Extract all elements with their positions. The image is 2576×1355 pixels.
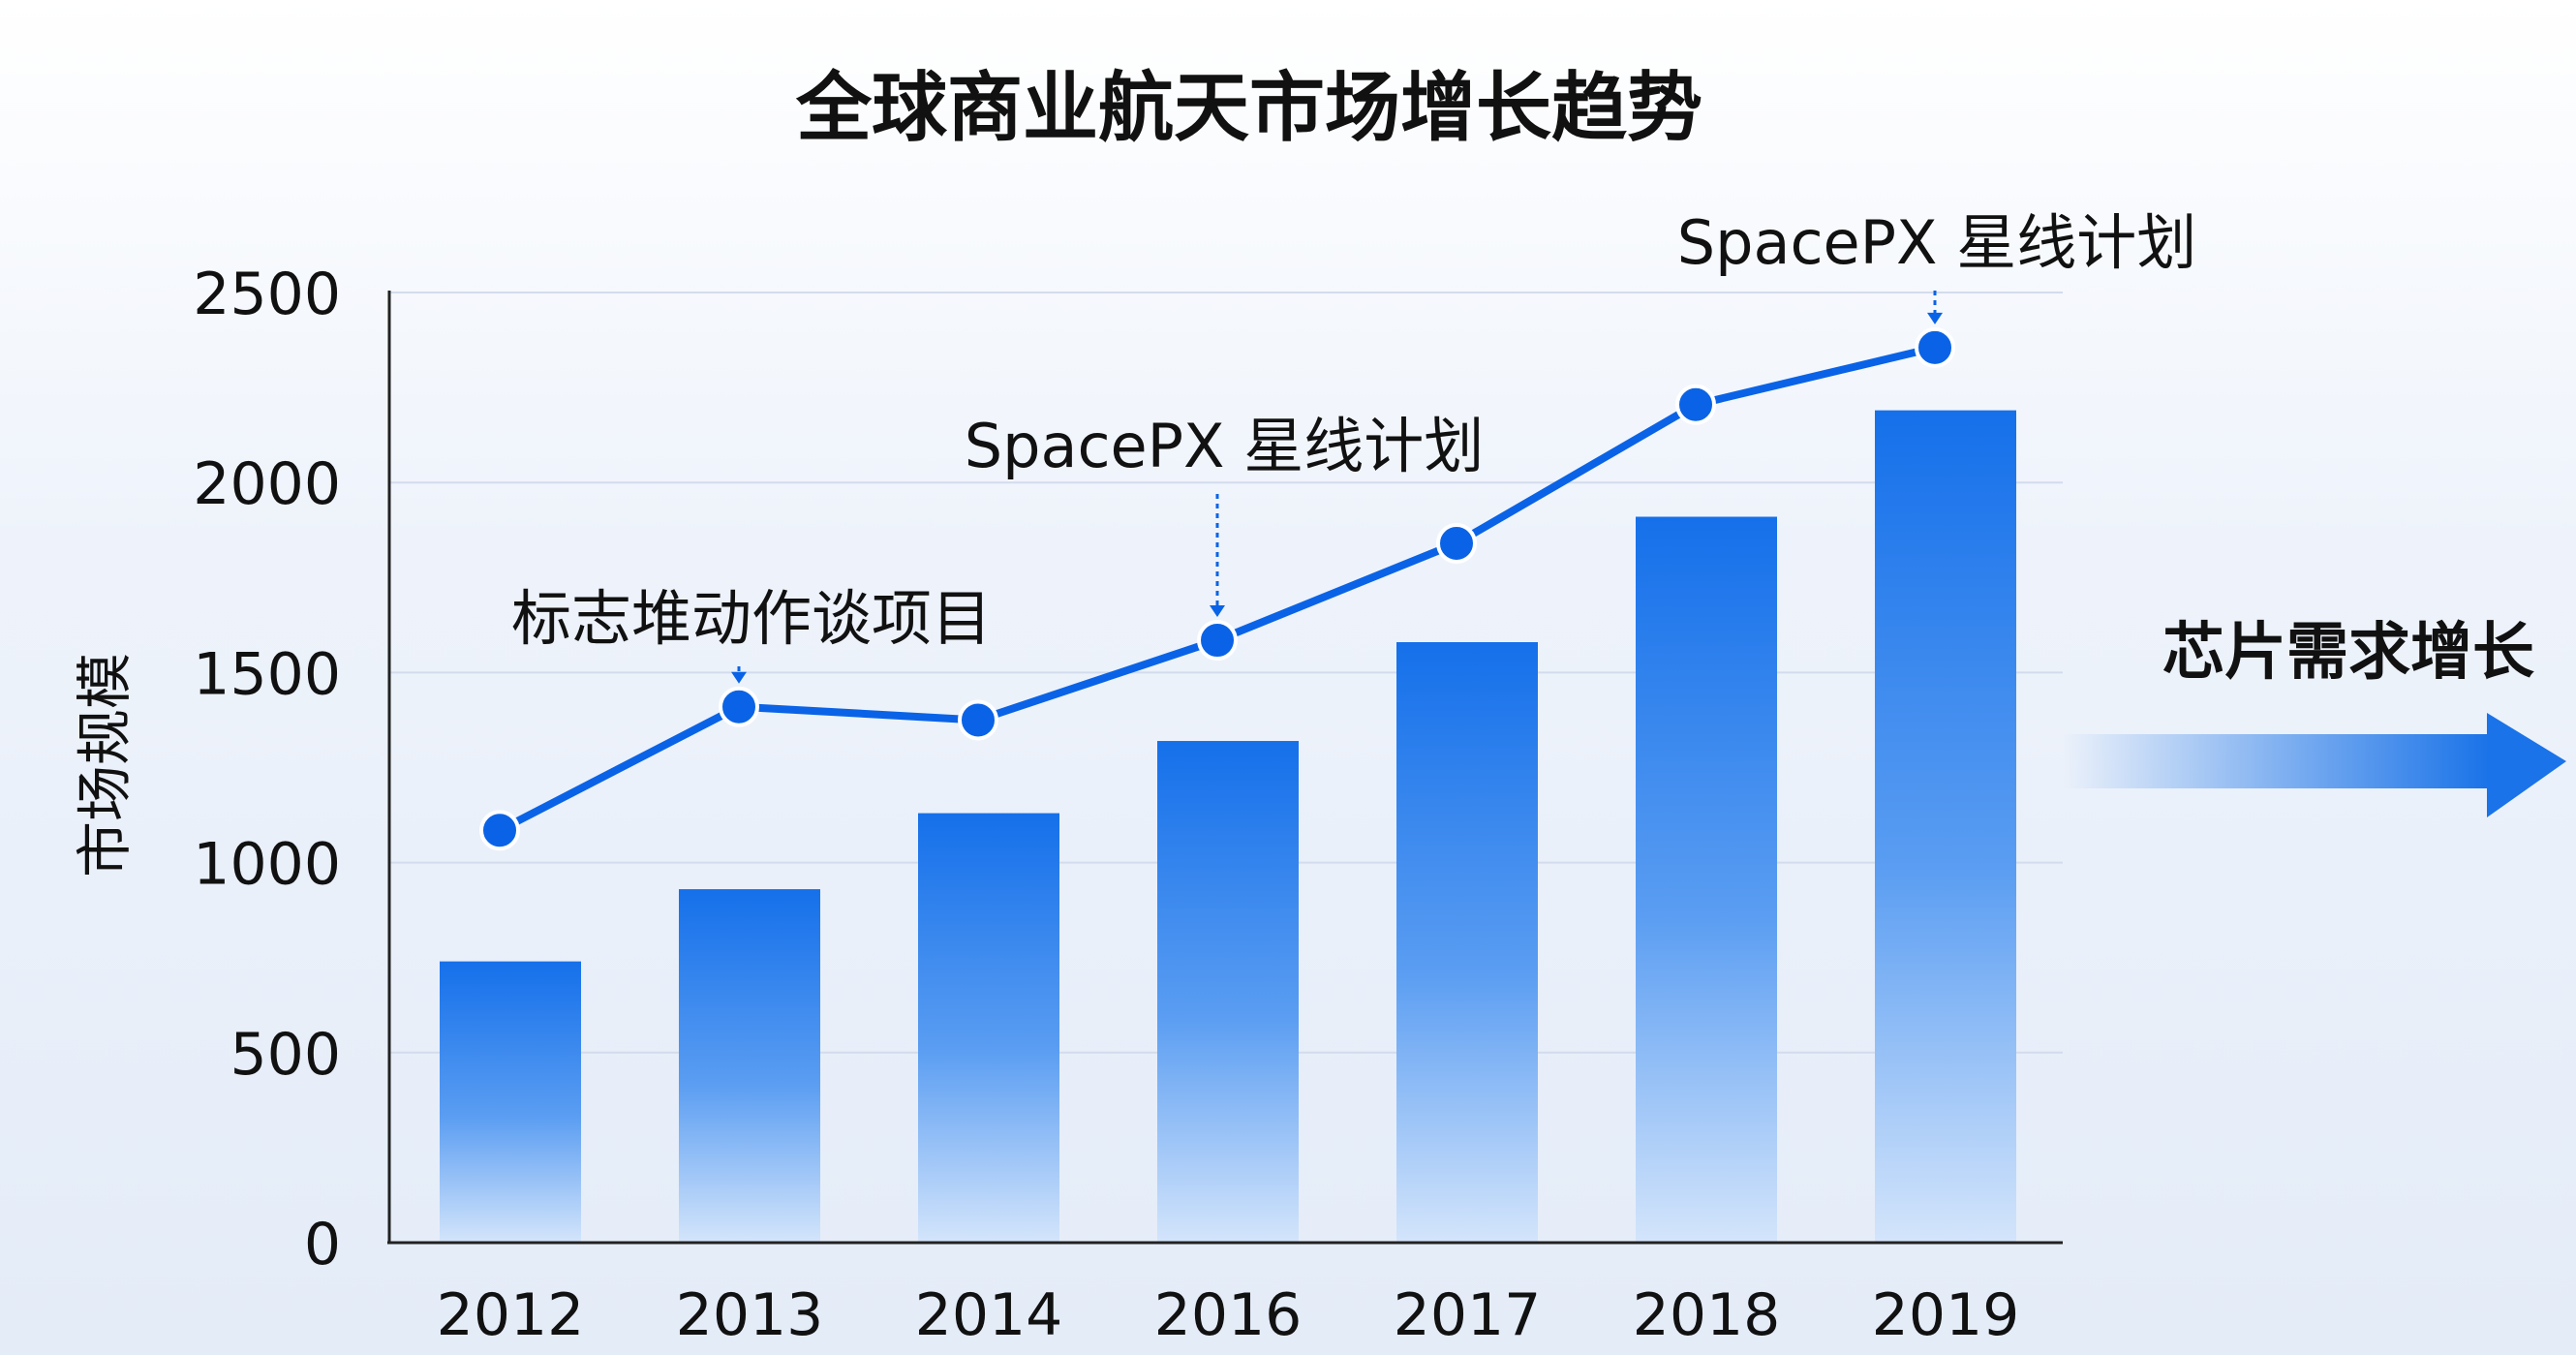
y-tick-label: 1000 xyxy=(193,831,341,899)
y-tick-label: 2500 xyxy=(193,261,341,328)
y-axis-ticks: 0 500 1000 1500 2000 2500 xyxy=(193,261,341,1278)
chart-title: 全球商业航天市场增长趋势 xyxy=(795,65,1702,152)
y-tick-label: 1500 xyxy=(193,640,341,708)
x-axis-ticks: 2012 2013 2014 2016 2017 2018 2019 xyxy=(437,1281,2020,1349)
annotation-label: SpacePX 星线计划 xyxy=(965,411,1485,481)
arrow-right-icon xyxy=(2063,713,2566,817)
annotation-label: SpacePX 星线计划 xyxy=(1677,207,2197,278)
side-label: 芯片需求增长 xyxy=(2162,617,2534,689)
x-tick-label: 2019 xyxy=(1872,1281,2020,1349)
x-tick-label: 2012 xyxy=(437,1281,585,1349)
x-tick-label: 2018 xyxy=(1633,1281,1781,1349)
line-point xyxy=(1197,620,1238,662)
bars xyxy=(440,410,2016,1243)
line-point xyxy=(1436,522,1477,564)
line-series xyxy=(479,326,1955,851)
bar xyxy=(679,889,820,1243)
y-axis-label: 市场规模 xyxy=(72,653,138,878)
line-point xyxy=(719,686,759,727)
line-point xyxy=(1675,384,1716,425)
annotation-label: 标志堆动作谈项目 xyxy=(511,583,992,654)
annotation-arrow xyxy=(1210,605,1225,618)
bar xyxy=(918,813,1059,1243)
gridlines xyxy=(389,292,2063,1054)
bar xyxy=(440,961,581,1243)
y-tick-label: 2000 xyxy=(193,450,341,518)
bar xyxy=(1157,741,1299,1243)
x-tick-label: 2014 xyxy=(915,1281,1063,1349)
x-tick-label: 2013 xyxy=(676,1281,824,1349)
x-tick-label: 2017 xyxy=(1394,1281,1542,1349)
bar xyxy=(1396,642,1538,1243)
line-point xyxy=(1915,326,1955,368)
annotations: 标志堆动作谈项目 SpacePX 星线计划 SpacePX 星线计划 xyxy=(511,207,2196,684)
x-tick-label: 2016 xyxy=(1154,1281,1303,1349)
line-point xyxy=(958,699,998,741)
annotation-arrow xyxy=(731,671,747,684)
bar xyxy=(1636,516,1777,1243)
y-tick-label: 500 xyxy=(230,1021,341,1089)
bar xyxy=(1875,410,2016,1243)
y-tick-label: 0 xyxy=(304,1211,341,1278)
annotation-arrow xyxy=(1927,312,1943,324)
line-point xyxy=(479,810,520,851)
